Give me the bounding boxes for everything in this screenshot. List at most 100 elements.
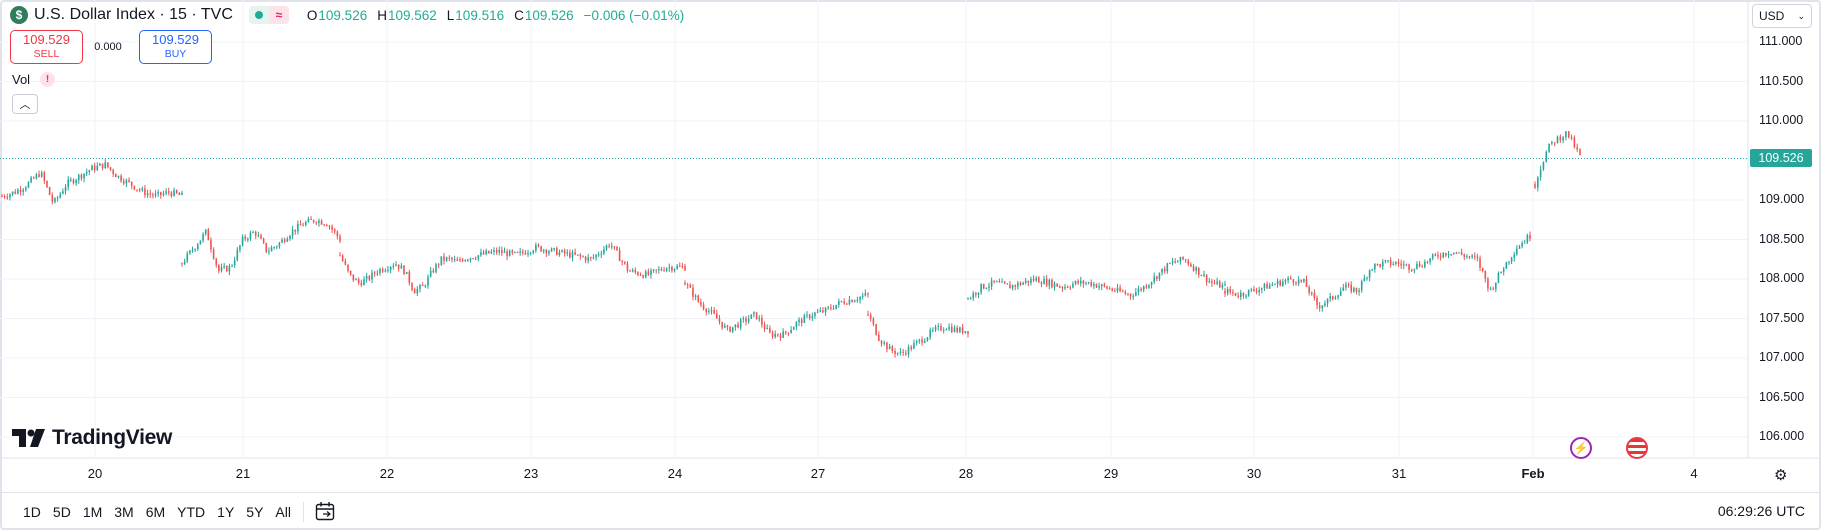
candle-body <box>784 331 787 333</box>
candle-body <box>1368 270 1371 278</box>
candle-body <box>634 270 637 273</box>
candle-body <box>1484 270 1487 279</box>
range-button-ytd[interactable]: YTD <box>177 504 206 520</box>
candle-body <box>587 257 589 261</box>
candle-body <box>1279 280 1282 286</box>
currency-select[interactable]: USD ⌄ <box>1752 4 1812 28</box>
candle-body <box>626 263 629 271</box>
candle-body <box>524 252 527 255</box>
candle-body <box>1103 284 1106 287</box>
candle-body <box>371 272 373 280</box>
candle-body <box>1400 263 1402 266</box>
candle-body <box>777 333 779 336</box>
price-tick-label: 110.500 <box>1759 73 1804 88</box>
candle-body <box>294 229 297 232</box>
candle-body <box>1487 278 1489 289</box>
candle-body <box>215 258 218 265</box>
gear-icon[interactable]: ⚙ <box>1774 467 1788 484</box>
brand-name: TradingView <box>52 426 173 449</box>
candle-body <box>899 351 902 353</box>
range-button-1y[interactable]: 1Y <box>217 504 235 520</box>
us-flag-event-icon[interactable] <box>1626 437 1648 459</box>
candle-body <box>1006 283 1009 285</box>
candle-body <box>556 248 558 256</box>
candle-body <box>278 242 281 247</box>
candle-body <box>1500 271 1502 273</box>
candle-body <box>532 250 535 253</box>
range-button-3m[interactable]: 3M <box>114 504 134 520</box>
candle-body <box>482 252 485 255</box>
candle-body <box>988 286 990 288</box>
candle-body <box>566 252 569 254</box>
warning-icon[interactable]: ! <box>40 72 56 87</box>
range-button-5d[interactable]: 5D <box>52 504 71 520</box>
candle-body <box>304 222 307 226</box>
range-button-1d[interactable]: 1D <box>23 504 41 520</box>
candle-body <box>291 229 294 236</box>
symbol-legend: $ U.S. Dollar Index · 15 · TVC ≈ O109.52… <box>10 4 684 26</box>
candle-body <box>982 283 985 289</box>
candle-body <box>67 179 69 187</box>
candle-body <box>1040 282 1043 285</box>
volume-indicator[interactable]: Vol ! <box>12 72 56 87</box>
market-status-pill[interactable]: ≈ <box>248 6 289 24</box>
open-value: O109.526 <box>306 7 368 23</box>
candle-body <box>1263 283 1266 288</box>
candle-body <box>130 181 133 186</box>
calendar-icon[interactable] <box>315 501 335 521</box>
candle-body <box>1395 262 1397 265</box>
candle-body <box>397 264 400 269</box>
candle-body <box>133 185 136 190</box>
price-tick-label: 107.500 <box>1759 310 1805 325</box>
candle-body <box>692 287 694 297</box>
candle-body <box>46 180 48 188</box>
candle-body <box>867 293 869 295</box>
candle-body <box>1234 293 1237 296</box>
candle-body <box>252 232 254 234</box>
candle-body <box>1100 284 1103 287</box>
candle-body <box>1337 295 1339 298</box>
candle-body <box>91 165 93 171</box>
candle-body <box>1003 281 1006 284</box>
utc-clock[interactable]: 06:29:26 UTC <box>1717 503 1805 519</box>
range-button-6m[interactable]: 6M <box>145 504 166 520</box>
candle-body <box>1135 291 1137 296</box>
candle-body <box>77 174 80 181</box>
buy-button[interactable]: 109.529 BUY <box>139 30 212 64</box>
candle-body <box>739 319 742 328</box>
lightning-event-icon[interactable]: ⚡ <box>1570 437 1592 459</box>
candle-body <box>32 177 35 179</box>
collapse-legend-button[interactable]: ︿ <box>12 94 38 114</box>
candle-body <box>379 269 381 274</box>
candle-body <box>608 245 610 247</box>
candle-body <box>1452 252 1455 255</box>
tradingview-logo[interactable]: TradingView <box>12 426 172 450</box>
range-button-1m[interactable]: 1M <box>82 504 103 520</box>
candle-body <box>582 256 584 258</box>
candle-body <box>1495 282 1497 290</box>
candle-body <box>212 249 215 259</box>
range-button-5y[interactable]: 5Y <box>246 504 264 520</box>
candle-body <box>349 270 352 275</box>
candle-body <box>631 270 634 272</box>
candle-body <box>605 245 608 250</box>
candle-body <box>487 250 490 254</box>
sell-button[interactable]: 109.529 SELL <box>10 30 83 64</box>
candle-body <box>721 321 723 328</box>
symbol-title[interactable]: U.S. Dollar Index · 15 · TVC <box>34 6 233 23</box>
candle-body <box>1570 137 1573 139</box>
range-button-all[interactable]: All <box>275 504 291 520</box>
candle-body <box>451 257 453 260</box>
candle-body <box>1268 285 1271 289</box>
candle-body <box>621 261 624 263</box>
candle-body <box>181 192 183 196</box>
candle-body <box>1171 261 1174 264</box>
candle-body <box>1334 297 1337 299</box>
candle-body <box>1169 263 1171 265</box>
candle-body <box>25 187 27 190</box>
candle-body <box>1082 280 1085 284</box>
candle-body <box>964 331 967 333</box>
candle-body <box>519 251 521 253</box>
candle-body <box>514 252 516 254</box>
